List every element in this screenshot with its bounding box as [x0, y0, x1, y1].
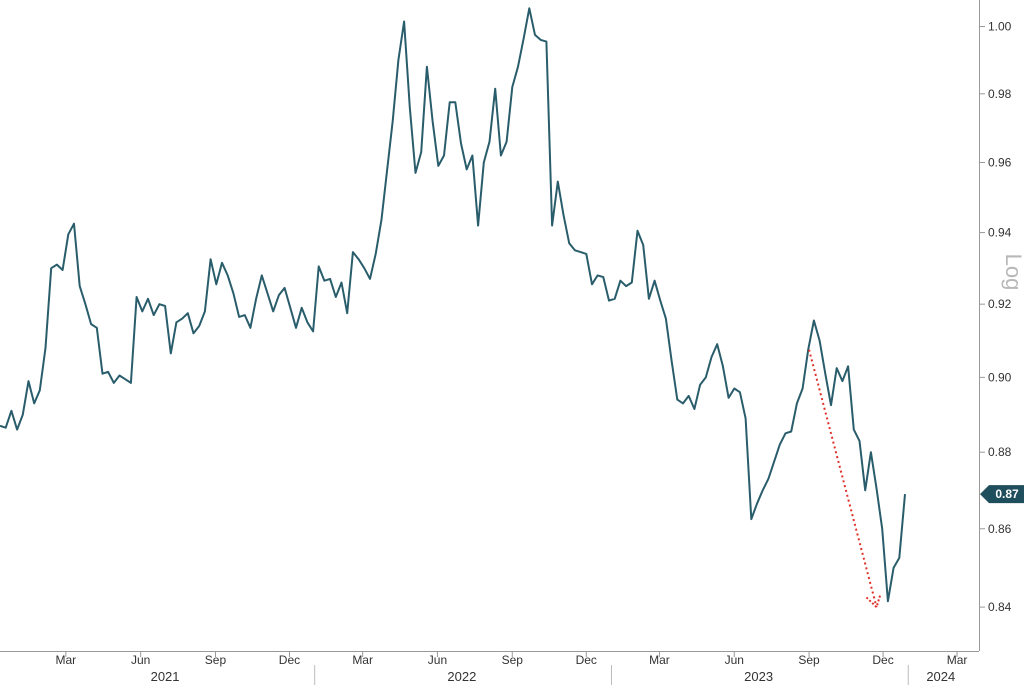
- y-tick-label: 0.96: [988, 155, 1012, 169]
- x-tick-label: Jun: [131, 653, 150, 667]
- x-tick-label: Dec: [872, 653, 893, 667]
- x-tick-label: Sep: [502, 653, 524, 667]
- y-tick-label: 0.86: [988, 522, 1012, 536]
- year-label: 2023: [744, 669, 773, 684]
- y-tick-label: 0.92: [988, 297, 1012, 311]
- series-line: [0, 7, 906, 603]
- year-labels: 2021 2022 2023 2024: [151, 665, 955, 685]
- y-ticks: 0.84 0.86 0.88 0.90 0.92 0.94 0.96 0.98 1.00: [979, 20, 1012, 614]
- x-tick-label: Jun: [725, 653, 744, 667]
- y-tick-label: 1.00: [988, 20, 1012, 34]
- annotations: [808, 349, 882, 609]
- year-label: 2024: [926, 669, 955, 684]
- x-tick-label: Dec: [576, 653, 597, 667]
- last-value-marker: 0.87: [980, 485, 1024, 504]
- y-tick-label: 0.84: [988, 600, 1012, 614]
- year-label: 2021: [151, 669, 180, 684]
- last-value-label: 0.87: [995, 487, 1019, 501]
- x-tick-label: Sep: [205, 653, 227, 667]
- last-value-tag: [980, 485, 1024, 504]
- x-tick-label: Dec: [279, 653, 300, 667]
- trend-arrow-line: [808, 349, 878, 608]
- series: [0, 7, 906, 603]
- x-tick-label: Mar: [947, 653, 968, 667]
- x-tick-label: Sep: [798, 653, 820, 667]
- y-tick-label: 0.88: [988, 445, 1012, 459]
- x-ticks: Mar Jun Sep Dec Mar Jun Sep Dec Mar Jun Sep Dec Mar: [56, 651, 968, 667]
- x-tick-label: Mar: [56, 653, 77, 667]
- y-tick-label: 0.90: [988, 370, 1012, 384]
- axes: [0, 0, 980, 652]
- x-tick-label: Mar: [352, 653, 373, 667]
- x-tick-label: Mar: [649, 653, 670, 667]
- trend-arrow-head: [865, 593, 882, 609]
- year-label: 2022: [447, 669, 476, 684]
- y-tick-label: 0.94: [988, 226, 1012, 240]
- x-tick-label: Jun: [428, 653, 447, 667]
- y-tick-label: 0.98: [988, 87, 1012, 101]
- y-axis-title: Log: [1001, 254, 1024, 291]
